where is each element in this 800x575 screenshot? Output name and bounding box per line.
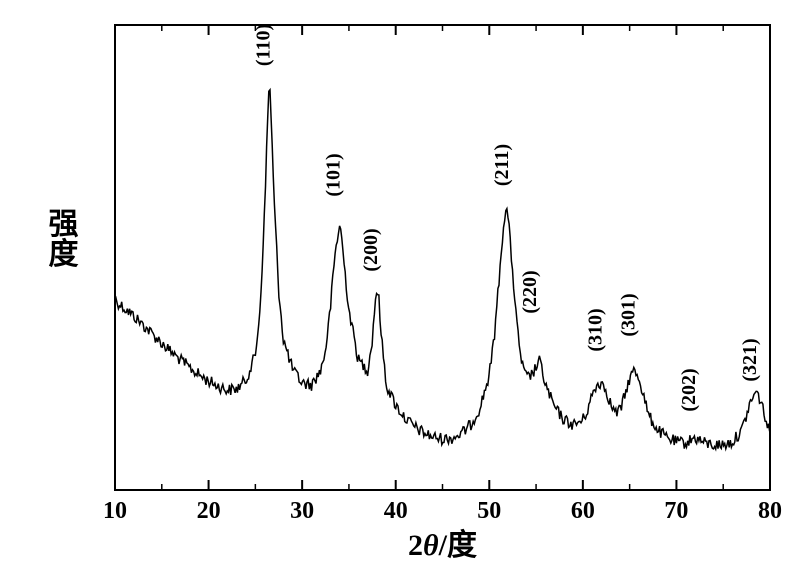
x-tick-label: 70 xyxy=(664,498,688,524)
peak-label: (321) xyxy=(739,338,761,381)
x-tick-label: 20 xyxy=(197,498,221,524)
peak-label: (200) xyxy=(360,228,382,271)
xrd-chart: 10 20 30 40 50 60 70 80 2θ/度 强度 (110) (101) (200) (21… xyxy=(0,0,800,575)
peak-label: (211) xyxy=(491,144,513,186)
peak-label: (101) xyxy=(323,153,345,196)
xrd-curve xyxy=(115,90,770,449)
x-tick-label: 60 xyxy=(571,498,595,524)
x-tick-label: 40 xyxy=(384,498,408,524)
x-tick-label: 10 xyxy=(103,498,127,524)
peak-label: (301) xyxy=(617,293,639,336)
x-axis-label: 2θ/度 xyxy=(408,529,477,562)
x-tick-label: 50 xyxy=(477,498,501,524)
peak-label: (202) xyxy=(678,368,700,411)
chart-svg: 10 20 30 40 50 60 70 80 2θ/度 强度 (110) (101) (200) (21… xyxy=(0,0,800,575)
x-tick-label: 30 xyxy=(290,498,314,524)
x-tick-label: 80 xyxy=(758,498,782,524)
peak-label: (110) xyxy=(252,24,274,66)
y-axis-label: 强度 xyxy=(44,208,79,269)
peak-label: (220) xyxy=(519,270,541,313)
peak-label: (310) xyxy=(585,308,607,351)
